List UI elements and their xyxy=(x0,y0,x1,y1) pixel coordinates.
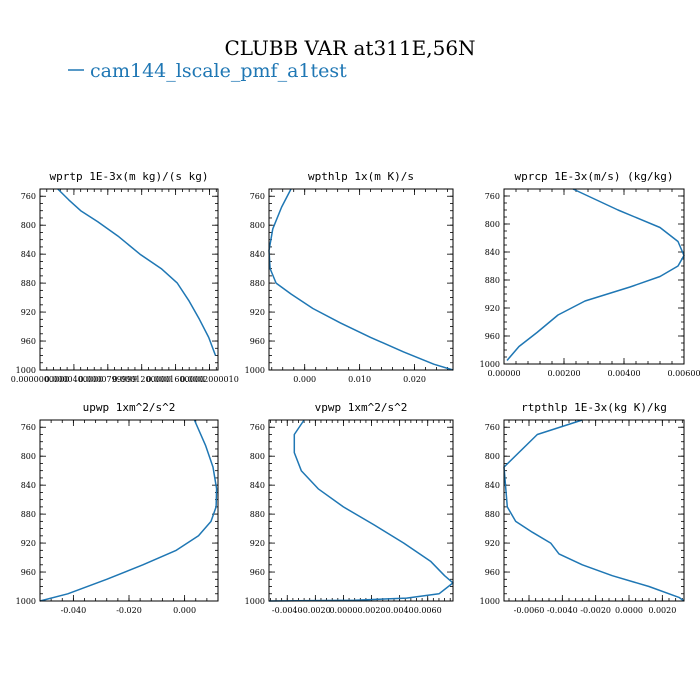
y-tick-label: 760 xyxy=(250,192,265,201)
y-tick-label: 1000 xyxy=(480,597,500,606)
panel-3: wprcp 1E-3x(m/s) (kg/kg) 760 800 840 880 920 9… xyxy=(480,170,700,378)
y-tick-label: 800 xyxy=(485,452,500,461)
y-tick-label: 800 xyxy=(485,220,500,229)
y-tick-label: 760 xyxy=(250,423,265,432)
y-tick-label: 920 xyxy=(250,539,265,548)
x-tick-label: 0.0001600000 xyxy=(146,375,205,384)
panel-title: vpwp 1xm^2/s^2 xyxy=(315,401,408,414)
x-tick-label: -0.020 xyxy=(116,606,142,615)
y-tick-label: 1000 xyxy=(245,597,265,606)
x-tick-label: 0.0060 xyxy=(414,606,442,615)
y-tick-label: 840 xyxy=(485,248,500,257)
y-tick-label: 960 xyxy=(485,568,500,577)
x-tick-label: -0.0040 xyxy=(272,606,303,615)
series-line xyxy=(506,188,685,361)
plot-frame xyxy=(39,419,219,602)
x-tick-label: 0.0000 xyxy=(329,606,357,615)
y-tick-label: 960 xyxy=(250,568,265,577)
x-tick-label: 0.00000 xyxy=(487,369,520,378)
panel-title: wpthlp 1x(m K)/s xyxy=(308,170,414,183)
x-tick-label: 0.000 xyxy=(173,606,196,615)
x-tick-label: -0.0060 xyxy=(514,606,545,615)
series-line xyxy=(39,419,218,602)
panel-4: upwp 1xm^2/s^2 760 800 840 880 920 960 1000 -0.0… xyxy=(16,401,219,615)
y-tick-label: 920 xyxy=(485,539,500,548)
y-tick-label: 920 xyxy=(485,304,500,313)
x-tick-label: -0.0020 xyxy=(300,606,331,615)
y-tick-label: 920 xyxy=(21,308,36,317)
x-tick-label: 0.0040 xyxy=(386,606,414,615)
x-tick-label: 0.00200 xyxy=(547,369,580,378)
series-line xyxy=(268,188,454,371)
plot-frame xyxy=(39,188,219,371)
y-tick-label: 880 xyxy=(21,510,36,519)
y-tick-label: 800 xyxy=(250,221,265,230)
y-tick-label: 920 xyxy=(21,539,36,548)
panel-5: vpwp 1xm^2/s^2 760 800 840 880 920 960 1000 -0.0… xyxy=(245,401,454,615)
figure-title: CLUBB VAR at311E,56N xyxy=(224,36,475,60)
x-tick-label: 0.0000 xyxy=(615,606,643,615)
y-tick-label: 800 xyxy=(21,221,36,230)
x-tick-label: 0.0020 xyxy=(648,606,676,615)
x-tick-label: 0.00600 xyxy=(667,369,700,378)
y-tick-label: 760 xyxy=(485,192,500,201)
y-tick-label: 920 xyxy=(250,308,265,317)
y-tick-label: 840 xyxy=(250,250,265,259)
y-tick-label: 760 xyxy=(485,423,500,432)
panel-title: upwp 1xm^2/s^2 xyxy=(83,401,176,414)
plot-frame xyxy=(268,419,454,602)
series-line xyxy=(268,419,454,602)
panel-title: wprtp 1E-3x(m kg)/(s kg) xyxy=(50,170,209,183)
y-tick-label: 800 xyxy=(21,452,36,461)
legend: cam144_lscale_pmf_a1test xyxy=(68,60,347,82)
series-line xyxy=(503,419,685,602)
y-tick-label: 880 xyxy=(250,510,265,519)
x-tick-label: 0.0000799999 xyxy=(79,375,138,384)
y-tick-label: 1000 xyxy=(16,597,36,606)
panel-6: rtpthlp 1E-3x(kg K)/kg 760 800 840 880 920 960… xyxy=(480,401,685,615)
y-tick-label: 840 xyxy=(250,481,265,490)
x-tick-label: 0.0001200000 xyxy=(112,375,171,384)
plot-frame xyxy=(268,188,454,371)
y-tick-label: 760 xyxy=(21,423,36,432)
y-tick-label: 880 xyxy=(250,279,265,288)
x-tick-label: 0.0020 xyxy=(358,606,386,615)
y-tick-label: 880 xyxy=(21,279,36,288)
y-tick-label: 880 xyxy=(485,510,500,519)
plot-frame xyxy=(503,419,685,602)
x-tick-label: -0.0020 xyxy=(580,606,611,615)
x-tick-label: 0.0002000010 xyxy=(180,375,239,384)
x-tick-label: 0.000 xyxy=(293,375,316,384)
panel-title: wprcp 1E-3x(m/s) (kg/kg) xyxy=(515,170,674,183)
y-tick-label: 960 xyxy=(21,337,36,346)
series-line xyxy=(57,188,217,356)
y-tick-label: 1000 xyxy=(245,366,265,375)
y-tick-label: 1000 xyxy=(480,360,500,369)
x-tick-label: 0.00400 xyxy=(607,369,640,378)
panel-1: wprtp 1E-3x(m kg)/(s kg) 760 800 840 880 920 9… xyxy=(11,170,239,384)
y-tick-label: 960 xyxy=(485,332,500,341)
y-tick-label: 880 xyxy=(485,276,500,285)
plot-frame xyxy=(503,188,685,365)
x-tick-label: 0.020 xyxy=(403,375,426,384)
y-tick-label: 960 xyxy=(21,568,36,577)
y-tick-label: 1000 xyxy=(16,366,36,375)
x-tick-label: 0.0000400000 xyxy=(45,375,104,384)
legend-label: cam144_lscale_pmf_a1test xyxy=(90,60,347,82)
x-tick-label: 0.010 xyxy=(348,375,371,384)
panel-2: wpthlp 1x(m K)/s 760 800 840 880 920 960 1000 0.… xyxy=(245,170,454,384)
y-tick-label: 840 xyxy=(21,250,36,259)
x-tick-label: 0.0000000000 xyxy=(11,375,70,384)
panel-title: rtpthlp 1E-3x(kg K)/kg xyxy=(521,401,667,414)
x-tick-label: -0.0040 xyxy=(547,606,578,615)
y-tick-label: 760 xyxy=(21,192,36,201)
y-tick-label: 800 xyxy=(250,452,265,461)
y-tick-label: 840 xyxy=(485,481,500,490)
y-tick-label: 960 xyxy=(250,337,265,346)
x-tick-label: -0.040 xyxy=(61,606,87,615)
panels: wprtp 1E-3x(m kg)/(s kg) 760 800 840 880 920 9… xyxy=(11,170,700,615)
y-tick-label: 840 xyxy=(21,481,36,490)
